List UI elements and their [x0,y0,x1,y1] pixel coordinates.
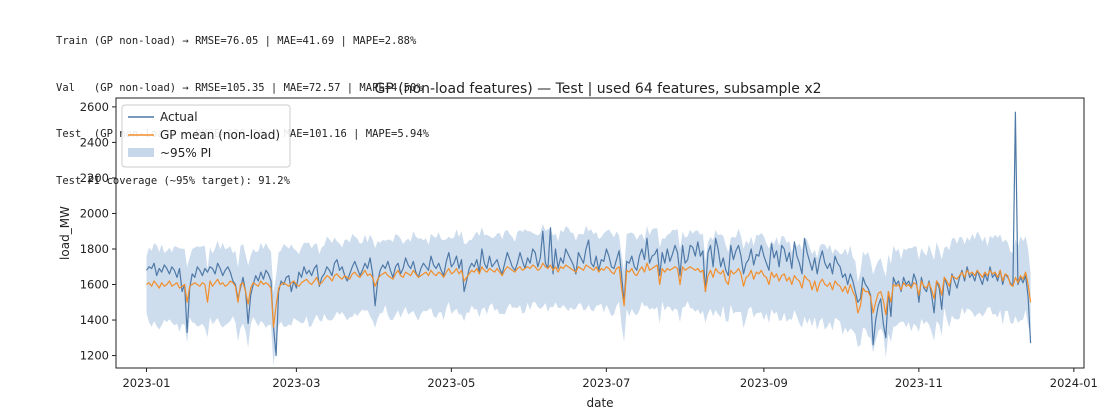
x-axis-label: date [586,396,613,410]
y-tick-label: 1800 [80,242,109,256]
x-tick-label: 2023-11 [895,376,943,390]
legend-pi-swatch [128,148,154,157]
y-tick-label: 1400 [80,313,109,327]
legend-actual-label: Actual [160,110,198,124]
chart-title: GP (non-load features) — Test | used 64 … [374,81,821,97]
x-tick-label: 2023-05 [427,376,475,390]
plot-area [146,111,1032,367]
plot-frame [115,97,1085,369]
x-tick-label: 2023-07 [582,376,630,390]
pi-band [146,223,1031,367]
pi-coverage-line: Test PI coverage (~95% target): 91.2% [56,174,290,187]
train-metrics-line: Train (GP non-load) → RMSE=76.05 | MAE=4… [56,35,417,47]
x-axis-ticks: 2023-01 2023-03 2023-05 2023-07 2023-09 2023-… [122,368,1098,390]
series-gp-mean-line [146,262,1032,328]
x-tick-label: 2023-09 [740,376,788,390]
y-axis-label: load_MW [58,206,72,260]
x-tick-label: 2023-01 [122,376,170,390]
x-tick-label: 2023-03 [272,376,320,390]
y-tick-label: 1200 [80,349,109,363]
y-tick-label: 2400 [80,135,109,149]
y-tick-label: 2200 [80,171,109,185]
y-tick-label: 1600 [80,278,109,292]
legend: Actual GP mean (non-load) ~95% PI [121,104,291,168]
legend-box [121,104,291,168]
val-metrics-line: Val (GP non-load) → RMSE=105.35 | MAE=72… [56,81,423,94]
legend-gp-mean-label: GP mean (non-load) [160,128,280,142]
x-tick-label: 2024-01 [1050,376,1098,390]
y-axis-ticks: 1200 1400 1600 1800 2000 2200 2400 2600 [80,100,116,363]
y-tick-label: 2000 [80,206,109,220]
y-tick-label: 2600 [80,100,109,114]
legend-pi-label: ~95% PI [160,146,211,160]
